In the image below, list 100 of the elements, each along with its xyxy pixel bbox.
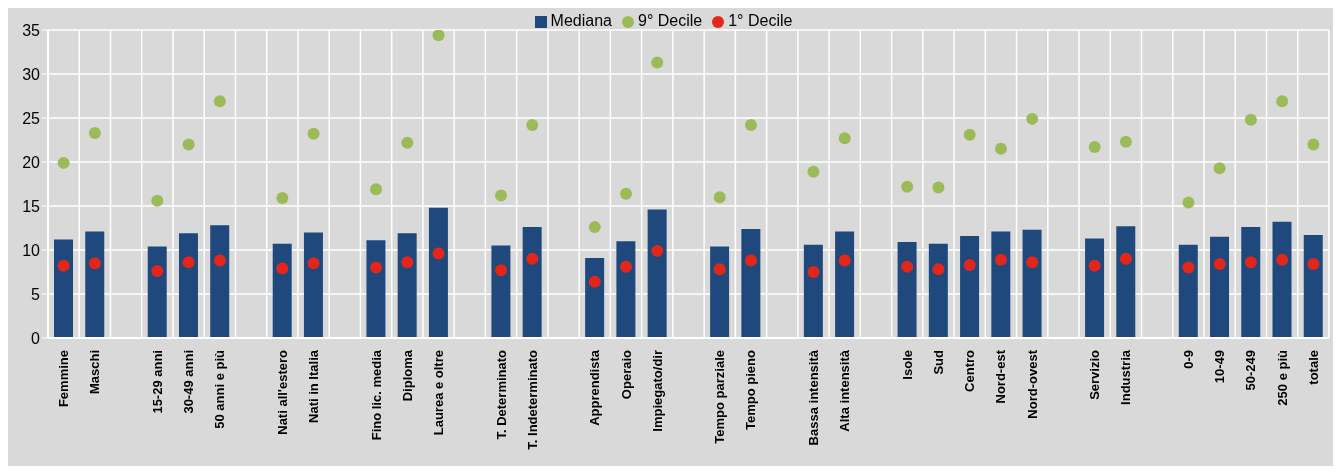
x-tick-label: T. Determinato [493,349,509,440]
point [88,126,101,139]
x-tick-label: Operaio [618,349,634,400]
point [901,180,914,193]
point [744,254,757,267]
bar [835,231,855,338]
x-tick-label: Diploma [399,349,415,402]
bar [272,243,292,338]
y-tick-label: 35 [22,21,41,39]
point [620,260,633,273]
point [651,56,664,69]
bar [960,235,980,338]
y-tick-label: 10 [22,241,41,259]
point [994,142,1007,155]
bar [1022,229,1042,338]
point [307,127,320,140]
point [1244,113,1257,126]
bar [428,207,448,338]
point [932,181,945,194]
point [182,256,195,269]
x-tick-label: totale [1305,350,1321,385]
x-tick-label: Nord-ovest [1024,349,1040,419]
x-tick-label: 50-249 [1243,350,1259,391]
bar [803,244,823,338]
bar [1303,235,1323,338]
point [807,266,820,278]
bar [585,257,605,338]
point [57,156,70,169]
x-tick-label: 15-29 anni [149,350,165,414]
x-tick-label: 30-49 anni [181,350,197,414]
point [651,244,664,257]
point [1276,253,1289,266]
point [744,119,757,132]
bar [85,231,105,338]
bar [647,209,667,338]
x-tick-label: 0-9 [1180,350,1196,369]
x-tick-label: Nati in Italia [306,349,322,423]
point [838,254,851,267]
point [401,256,414,269]
point [1213,258,1226,271]
y-tick-label: 0 [31,329,41,347]
bar [897,242,917,338]
point [932,263,945,276]
x-tick-label: T. Indeterminato [524,349,540,450]
legend-label: 9° Decile [637,12,703,29]
point [495,189,508,202]
point [1088,259,1101,272]
legend-label: 1° Decile [728,12,793,29]
point [838,132,851,145]
x-tick-label: Fino lic. media [368,349,384,441]
x-tick-label: 250 e più [1274,349,1290,406]
x-tick-label: Nati all'estero [274,349,290,435]
point [588,275,601,288]
point [182,138,195,151]
x-tick-label: Tempo parziale [712,350,728,444]
point [1213,162,1226,175]
point [57,259,70,272]
point [994,253,1007,266]
x-tick-label: Servizio [1087,349,1103,400]
bar [54,239,73,338]
point [1026,112,1039,125]
point [276,262,289,275]
point [1307,138,1320,151]
y-tick-label: 20 [22,153,41,171]
point [807,165,820,178]
x-tick-label: Tempo pieno [743,349,759,430]
point [432,30,445,42]
point [88,257,101,270]
bar [491,245,511,338]
x-tick-label: 10-49 [1212,350,1228,384]
bar [928,243,948,338]
bar [210,225,230,338]
point [1244,256,1257,269]
bar [710,246,730,338]
y-tick-label: 30 [22,65,41,83]
point [151,265,164,278]
y-tick-label: 25 [22,109,41,127]
x-tick-label: Nord-est [993,349,1009,404]
point [963,258,976,271]
legend-label: Mediana [550,12,612,29]
point [276,192,289,205]
bar [1116,226,1136,338]
point [713,263,726,276]
bar [1272,221,1292,338]
x-tick-label: Laurea e oltre [431,350,447,436]
point [713,191,726,204]
point [432,247,445,260]
point [151,194,164,207]
point [620,187,633,200]
x-tick-label: Bassa intensità [805,349,821,446]
x-tick-label: Alta intensità [837,349,853,432]
y-tick-label: 5 [31,285,41,303]
x-tick-label: Apprendista [587,349,603,426]
point [526,252,539,265]
point [526,119,539,132]
bar [522,227,542,338]
bar [366,240,386,338]
x-tick-label: Sud [930,349,946,375]
bar [741,228,761,338]
bar [147,246,167,338]
